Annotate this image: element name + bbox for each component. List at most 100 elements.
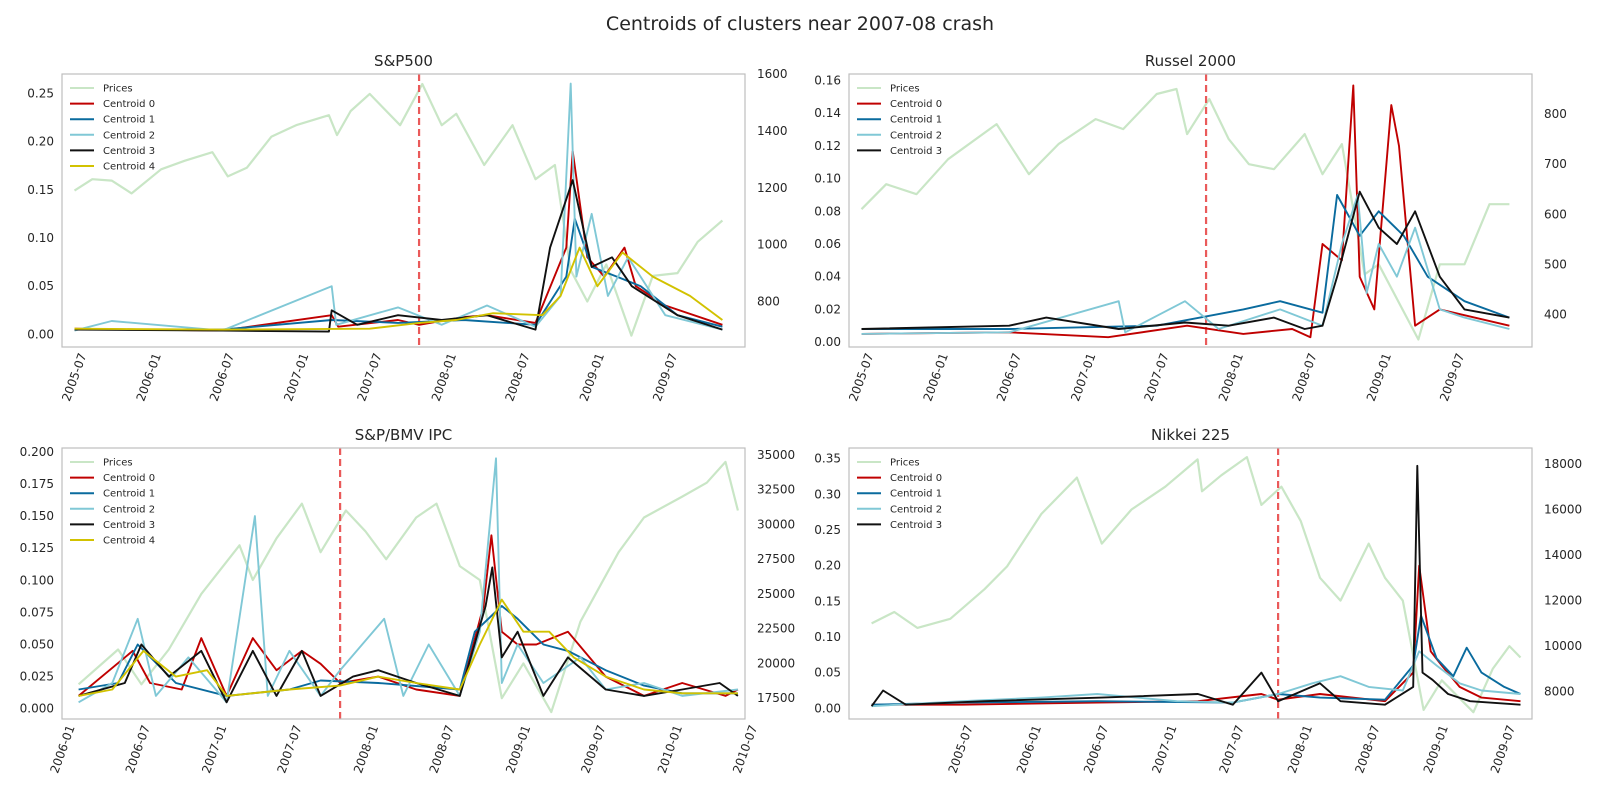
- y-tick-label-left: 0.125: [20, 541, 54, 555]
- figure-title: Centroids of clusters near 2007-08 crash: [606, 13, 994, 35]
- legend-entry-prices-label: Prices: [103, 84, 133, 95]
- y-tick-label-left: 0.075: [20, 605, 54, 619]
- y-tick-label-right: 17500: [757, 691, 795, 705]
- prices-line: [77, 460, 739, 714]
- legend-entry-centroid-0-label: Centroid 0: [103, 473, 155, 484]
- legend-entry-centroid-0-label: Centroid 0: [890, 99, 942, 110]
- y-tick-label-right: 1200: [757, 181, 788, 195]
- chart-panel-1: S&P500 0.00 0.05 0.10 0.15 0.20 0.25 800 1000 120…: [27, 52, 787, 403]
- y-tick-label-left: 0.08: [814, 204, 841, 218]
- y-tick-label-left: 0.00: [814, 701, 841, 715]
- y-tick-label-left: 0.02: [814, 302, 841, 316]
- plot-area: [860, 74, 1510, 347]
- centroid-1-line: [74, 217, 723, 331]
- y-tick-label-left: 0.000: [20, 702, 54, 716]
- axes-frame: [848, 447, 1533, 720]
- y-tick-label-left: 0.150: [20, 509, 54, 523]
- prices-line: [73, 82, 724, 337]
- y-tick-label-left: 0.10: [814, 630, 841, 644]
- centroid-2-line: [78, 457, 739, 704]
- legend-entry-centroid-3-label: Centroid 3: [103, 520, 155, 531]
- y-tick-label-left: 0.10: [27, 231, 54, 245]
- y-tick-label-left: 0.100: [20, 573, 54, 587]
- y-tick-label-right: 20000: [757, 656, 795, 670]
- y-tick-label-left: 0.25: [27, 86, 54, 100]
- legend: Prices Centroid 0 Centroid 1 Centroid 2 Cent…: [70, 84, 155, 173]
- y-tick-label-right: 10000: [1544, 639, 1582, 653]
- panel-title: S&P500: [374, 52, 433, 70]
- legend: Prices Centroid 0 Centroid 1 Centroid 2 Cent…: [857, 84, 942, 157]
- centroid-2-line: [871, 650, 1521, 708]
- legend-entry-centroid-3-label: Centroid 3: [890, 146, 942, 157]
- legend-entry-centroid-2-label: Centroid 2: [103, 130, 155, 141]
- y-tick-label-left: 0.16: [814, 74, 841, 88]
- centroid-4-line: [78, 598, 738, 697]
- plot-area: [870, 448, 1522, 719]
- y-tick-label-left: 0.20: [27, 135, 54, 149]
- legend-entry-centroid-3-label: Centroid 3: [890, 520, 942, 531]
- y-tick-label-left: 0.06: [814, 237, 841, 251]
- y-tick-label-right: 600: [1544, 207, 1567, 221]
- y-tick-label-left: 0.025: [20, 670, 54, 684]
- legend-entry-prices-label: Prices: [890, 458, 920, 469]
- legend-entry-centroid-1-label: Centroid 1: [890, 115, 942, 126]
- plot-area: [77, 448, 739, 719]
- y-tick-label-right: 18000: [1544, 457, 1582, 471]
- centroid-3-line: [861, 190, 1510, 330]
- legend: Prices Centroid 0 Centroid 1 Centroid 2 Cent…: [70, 458, 155, 547]
- legend-entry-prices-label: Prices: [103, 458, 133, 469]
- panel-title: Nikkei 225: [1151, 426, 1230, 444]
- legend-entry-centroid-2-label: Centroid 2: [890, 130, 942, 141]
- y-tick-label-right: 1000: [757, 238, 788, 252]
- y-tick-label-left: 0.05: [814, 666, 841, 680]
- legend-entry-centroid-4-label: Centroid 4: [103, 536, 155, 547]
- centroid-3-line: [74, 179, 723, 333]
- legend-entry-centroid-4-label: Centroid 4: [103, 162, 155, 173]
- y-tick-label-right: 16000: [1544, 502, 1582, 516]
- y-tick-label-left: 0.25: [814, 523, 841, 537]
- centroid-4-line: [74, 246, 723, 331]
- legend-entry-centroid-2-label: Centroid 2: [890, 504, 942, 515]
- y-tick-label-left: 0.15: [27, 183, 54, 197]
- y-tick-label-right: 800: [757, 295, 780, 309]
- y-tick-label-right: 1600: [757, 67, 788, 81]
- prices-line: [860, 87, 1510, 341]
- y-tick-label-right: 35000: [757, 448, 795, 462]
- prices-line: [871, 456, 1522, 714]
- y-tick-label-left: 0.15: [814, 594, 841, 608]
- axes-frame: [61, 73, 746, 348]
- y-tick-label-left: 0.30: [814, 487, 841, 501]
- y-tick-label-left: 0.20: [814, 559, 841, 573]
- panel-title: Russel 2000: [1145, 52, 1236, 70]
- y-tick-label-right: 1400: [757, 124, 788, 138]
- y-tick-label-right: 25000: [757, 587, 795, 601]
- y-tick-label-left: 0.10: [814, 172, 841, 186]
- legend-entry-centroid-3-label: Centroid 3: [103, 146, 155, 157]
- y-tick-label-right: 22500: [757, 622, 795, 636]
- y-tick-label-right: 500: [1544, 257, 1567, 271]
- legend-entry-centroid-0-label: Centroid 0: [103, 99, 155, 110]
- y-tick-label-left: 0.175: [20, 477, 54, 491]
- y-tick-label-left: 0.00: [814, 335, 841, 349]
- y-tick-label-right: 700: [1544, 157, 1567, 171]
- y-tick-label-right: 400: [1544, 307, 1567, 321]
- y-tick-label-right: 27500: [757, 552, 795, 566]
- axes-frame: [848, 73, 1533, 348]
- y-tick-label-right: 30000: [757, 517, 795, 531]
- y-tick-label-right: 32500: [757, 483, 795, 497]
- plot-area: [73, 74, 724, 347]
- panel-title: S&P/BMV IPC: [355, 426, 453, 444]
- axes-frame: [61, 447, 746, 720]
- legend-entry-centroid-1-label: Centroid 1: [103, 115, 155, 126]
- y-tick-label-right: 14000: [1544, 548, 1582, 562]
- centroid-3-line: [870, 464, 1521, 707]
- y-tick-label-left: 0.35: [814, 452, 841, 466]
- centroid-2-line: [861, 194, 1510, 335]
- y-tick-label-left: 0.200: [20, 445, 54, 459]
- y-tick-label-left: 0.14: [814, 106, 841, 120]
- y-tick-label-left: 0.04: [814, 270, 841, 284]
- legend: Prices Centroid 0 Centroid 1 Centroid 2 Cent…: [857, 458, 942, 531]
- y-tick-label-left: 0.12: [814, 139, 841, 153]
- legend-entry-centroid-1-label: Centroid 1: [890, 489, 942, 500]
